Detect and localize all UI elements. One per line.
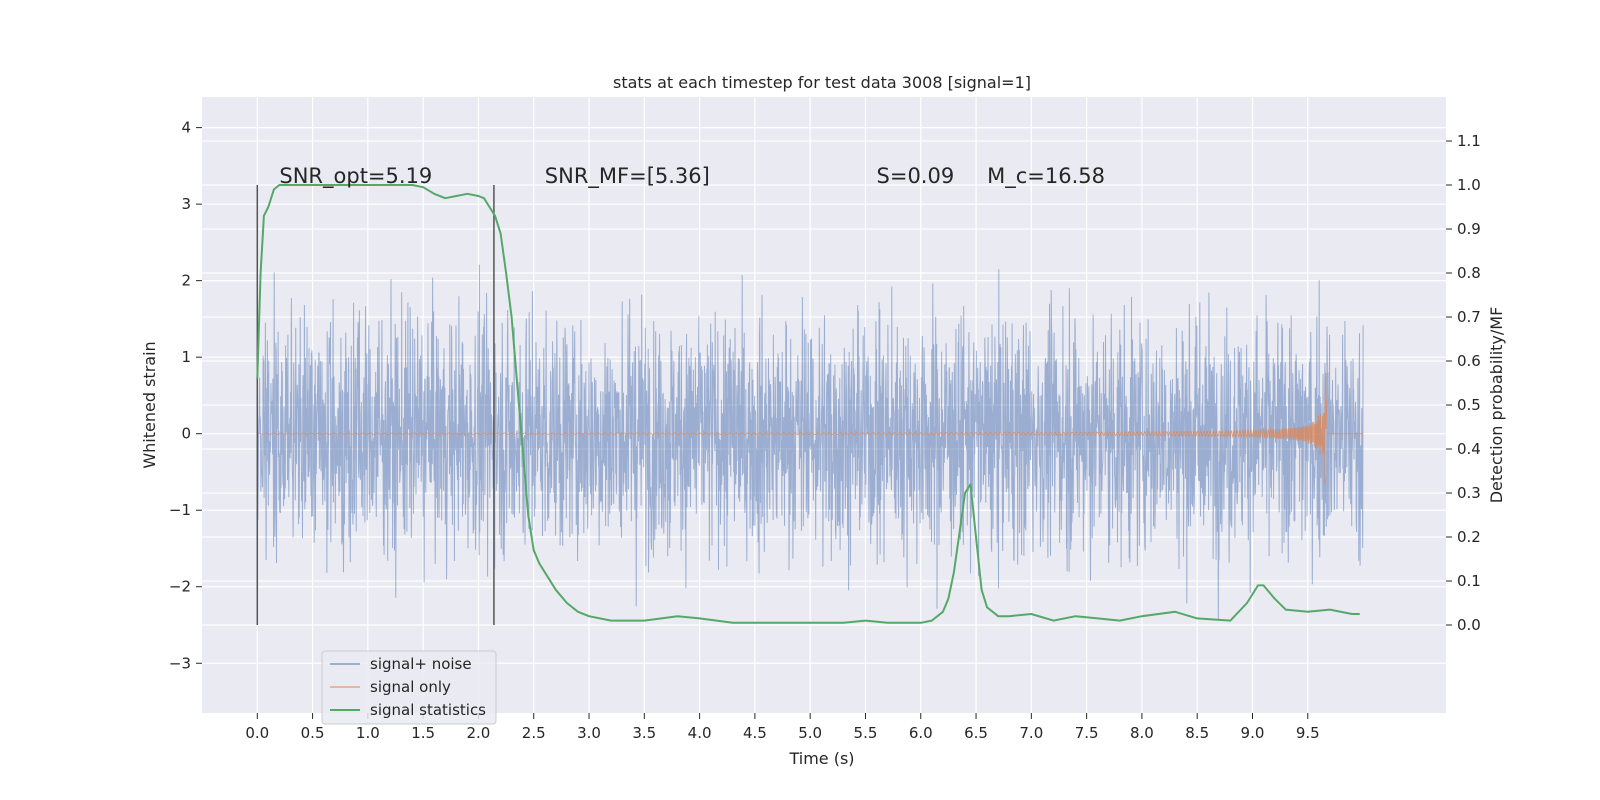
annotation-3: M_c=16.58 [987, 164, 1105, 189]
y2-axis-label: Detection probability/MF [1487, 307, 1506, 504]
vertical-markers [256, 185, 495, 625]
y-tick-label-1: −2 [169, 578, 191, 596]
x-tick-label-10: 5.0 [798, 724, 822, 742]
y-axis-right: 0.0 0.1 0.2 0.3 0.4 0.5 0.6 0.7 0.8 0.9 1.0 1.1 [1446, 132, 1481, 634]
y-tick-label-2: −1 [169, 501, 191, 519]
y-axis-left: −3 −2 −1 0 1 2 3 4 [169, 119, 202, 672]
x-axis-label: Time (s) [788, 749, 854, 768]
y2-tick-label-6: 0.6 [1457, 352, 1481, 370]
y-axis-label: Whitened strain [140, 341, 159, 468]
x-tick-label-13: 6.5 [964, 724, 988, 742]
x-tick-label-17: 8.5 [1185, 724, 1209, 742]
x-tick-label-11: 5.5 [854, 724, 878, 742]
annotation-0: SNR_opt=5.19 [279, 164, 432, 189]
series-signal-noise [256, 264, 1364, 621]
x-tick-label-18: 9.0 [1241, 724, 1265, 742]
y-tick-label-5: 2 [181, 272, 191, 290]
y2-tick-label-5: 0.5 [1457, 396, 1481, 414]
x-tick-label-19: 9.5 [1296, 724, 1320, 742]
x-tick-label-7: 3.5 [632, 724, 656, 742]
y2-tick-label-7: 0.7 [1457, 308, 1481, 326]
x-tick-label-4: 2.0 [467, 724, 491, 742]
chart-title: stats at each timestep for test data 300… [613, 73, 1031, 92]
y2-tick-label-3: 0.3 [1457, 484, 1481, 502]
x-tick-label-16: 8.0 [1130, 724, 1154, 742]
y-tick-label-3: 0 [181, 425, 191, 443]
y2-tick-label-10: 1.0 [1457, 176, 1481, 194]
legend-label-signal-statistics: signal statistics [370, 701, 486, 719]
y2-tick-label-1: 0.1 [1457, 572, 1481, 590]
x-tick-label-14: 7.0 [1019, 724, 1043, 742]
x-tick-label-5: 2.5 [522, 724, 546, 742]
y2-tick-label-2: 0.2 [1457, 528, 1481, 546]
noise-trace [256, 264, 1364, 621]
series-signal-only [257, 372, 1364, 485]
annotations: SNR_opt=5.19 SNR_MF=[5.36] S=0.09 M_c=16.58 [279, 164, 1105, 189]
x-tick-label-15: 7.5 [1075, 724, 1099, 742]
chirp-trace [257, 372, 1364, 485]
y2-tick-label-9: 0.9 [1457, 220, 1481, 238]
y-tick-label-0: −3 [169, 654, 191, 672]
annotation-1: SNR_MF=[5.36] [545, 164, 710, 189]
y-tick-label-4: 1 [181, 348, 191, 366]
legend-label-signal-noise: signal+ noise [370, 655, 472, 673]
x-tick-label-0: 0.0 [245, 724, 269, 742]
x-tick-label-2: 1.0 [356, 724, 380, 742]
x-tick-label-12: 6.0 [909, 724, 933, 742]
y2-tick-label-8: 0.8 [1457, 264, 1481, 282]
x-tick-label-9: 4.5 [743, 724, 767, 742]
x-tick-label-6: 3.0 [577, 724, 601, 742]
x-axis: 0.0 0.5 1.0 1.5 2.0 2.5 3.0 3.5 4.0 4.5 5.0 5.5 6.0 6… [245, 713, 1320, 742]
y2-tick-label-4: 0.4 [1457, 440, 1481, 458]
stats-trace [256, 184, 1360, 624]
legend: signal+ noise signal only signal statist… [321, 650, 497, 725]
y-tick-label-7: 4 [181, 119, 191, 137]
y-tick-label-6: 3 [181, 195, 191, 213]
x-tick-label-3: 1.5 [411, 724, 435, 742]
y2-tick-label-0: 0.0 [1457, 616, 1481, 634]
y2-tick-label-11: 1.1 [1457, 132, 1481, 150]
annotation-2: S=0.09 [877, 164, 955, 188]
legend-label-signal-only: signal only [370, 678, 451, 696]
x-tick-label-1: 0.5 [301, 724, 325, 742]
series-signal-statistics [256, 184, 1360, 624]
x-tick-label-8: 4.0 [688, 724, 712, 742]
legend-box [321, 650, 497, 725]
